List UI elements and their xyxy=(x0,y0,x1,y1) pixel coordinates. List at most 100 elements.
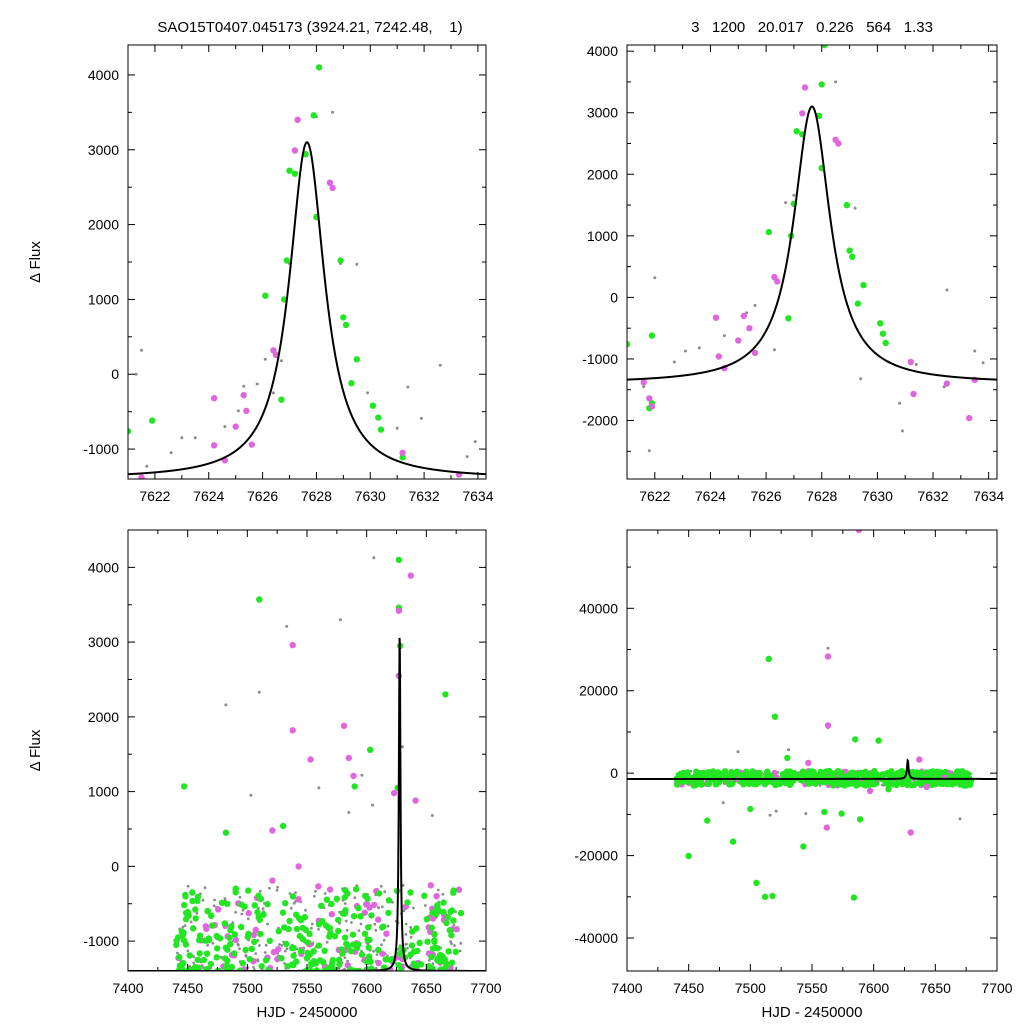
cloud-point-grey xyxy=(258,944,261,947)
cloud-point-green xyxy=(327,966,334,971)
cloud-point-grey xyxy=(423,904,427,907)
cloud-point-green xyxy=(764,768,771,775)
cloud-point-green xyxy=(352,886,360,893)
cloud-point-green xyxy=(961,782,968,789)
data-point-green xyxy=(627,341,631,348)
data-point-grey xyxy=(853,206,857,210)
cloud-point-green xyxy=(448,932,455,939)
cloud-point-green xyxy=(353,944,361,952)
plot-area xyxy=(627,530,997,901)
cloud-point-green xyxy=(290,944,297,952)
cloud-point-green xyxy=(329,956,336,964)
cloud-point-magenta xyxy=(295,896,302,903)
cloud-point-grey xyxy=(275,888,279,892)
cloud-point-magenta xyxy=(203,925,210,932)
cloud-point-grey xyxy=(405,942,408,946)
cloud-point-grey xyxy=(409,935,413,939)
cloud-point-green xyxy=(216,935,224,942)
cloud-point-green xyxy=(714,769,722,776)
cloud-point-green xyxy=(396,950,403,957)
data-point-grey xyxy=(647,449,651,453)
cloud-point-green xyxy=(366,953,373,960)
cloud-point-green xyxy=(956,768,963,776)
cloud-point-grey xyxy=(234,910,238,914)
cloud-point-green xyxy=(838,771,845,778)
cloud-point-grey xyxy=(382,938,386,942)
data-point-grey xyxy=(401,745,404,749)
cloud-point-grey xyxy=(317,927,320,931)
data-point-green xyxy=(729,838,737,845)
cloud-point-grey xyxy=(314,889,317,893)
x-tick-label: 7550 xyxy=(291,980,322,996)
data-point-grey xyxy=(338,618,342,622)
x-tick-label: 7550 xyxy=(796,980,827,996)
x-tick-label: 7628 xyxy=(806,488,837,504)
x-tick-label: 7500 xyxy=(232,980,263,996)
data-point-grey xyxy=(395,426,399,430)
data-point-green xyxy=(279,822,287,830)
cloud-point-green xyxy=(256,916,263,923)
plot-area xyxy=(128,64,486,479)
x-tick-label: 7634 xyxy=(973,488,1004,504)
y-tick-label: -20000 xyxy=(574,848,618,864)
x-tick-label: 7622 xyxy=(139,488,170,504)
data-point-green xyxy=(860,281,867,289)
x-axis-label: HJD - 2450000 xyxy=(762,1004,863,1021)
data-point-grey xyxy=(406,385,410,389)
data-point-magenta xyxy=(751,349,759,356)
panel-top-right-zoom: 7622 7624 7626 7628 7630 7632 7634 -2000 -1000 0 1… xyxy=(582,43,1004,504)
cloud-point-green xyxy=(808,768,815,775)
cloud-point-grey xyxy=(323,892,327,895)
data-point-magenta xyxy=(138,474,145,479)
cloud-point-grey xyxy=(357,929,361,932)
cloud-point-green xyxy=(282,900,289,907)
cloud-point-green xyxy=(323,896,330,903)
cloud-point-green xyxy=(339,950,346,957)
cloud-point-green xyxy=(750,771,757,779)
cloud-point-green xyxy=(251,902,258,909)
y-tick-label: -1000 xyxy=(582,351,618,367)
cloud-point-green xyxy=(297,917,305,924)
data-point-green xyxy=(769,892,776,900)
cloud-point-green xyxy=(293,911,300,918)
data-point-green xyxy=(882,339,889,347)
cloud-point-green xyxy=(325,924,332,931)
data-point-magenta xyxy=(329,184,336,192)
data-point-green xyxy=(367,746,374,753)
cloud-point-green xyxy=(196,936,203,944)
cloud-point-grey xyxy=(458,949,462,953)
cloud-point-green xyxy=(342,887,349,894)
cloud-point-green xyxy=(241,903,248,910)
cloud-point-green xyxy=(705,780,713,787)
y-tick-label: 3000 xyxy=(88,634,119,650)
y-tick-label: -1000 xyxy=(83,441,119,457)
x-tick-label: 7624 xyxy=(193,488,224,504)
cloud-point-magenta xyxy=(315,883,322,890)
cloud-point-green xyxy=(823,778,830,785)
data-point-grey xyxy=(465,455,469,459)
cloud-point-green xyxy=(712,781,719,788)
data-point-green xyxy=(222,829,230,836)
cloud-point-grey xyxy=(238,947,241,951)
cloud-point-green xyxy=(319,918,326,925)
data-point-grey xyxy=(804,812,808,816)
cloud-point-green xyxy=(244,933,251,941)
x-tick-label: 7630 xyxy=(862,488,893,504)
data-point-grey xyxy=(697,346,701,350)
data-point-green xyxy=(818,81,825,88)
cloud-point-magenta xyxy=(433,893,440,900)
cloud-point-grey xyxy=(212,904,216,908)
y-tick-label: 3000 xyxy=(88,142,119,158)
data-point-green xyxy=(315,64,323,71)
cloud-point-green xyxy=(437,958,444,965)
cloud-point-green xyxy=(266,937,273,945)
cloud-point-green xyxy=(328,900,335,908)
cloud-point-green xyxy=(221,920,228,927)
cloud-point-green xyxy=(741,772,748,780)
cloud-point-magenta xyxy=(250,931,257,939)
x-tick-label: 7634 xyxy=(462,488,493,504)
cloud-point-grey xyxy=(450,942,453,946)
cloud-point-magenta xyxy=(232,936,240,944)
cloud-point-grey xyxy=(436,888,440,892)
cloud-point-green xyxy=(962,771,970,778)
